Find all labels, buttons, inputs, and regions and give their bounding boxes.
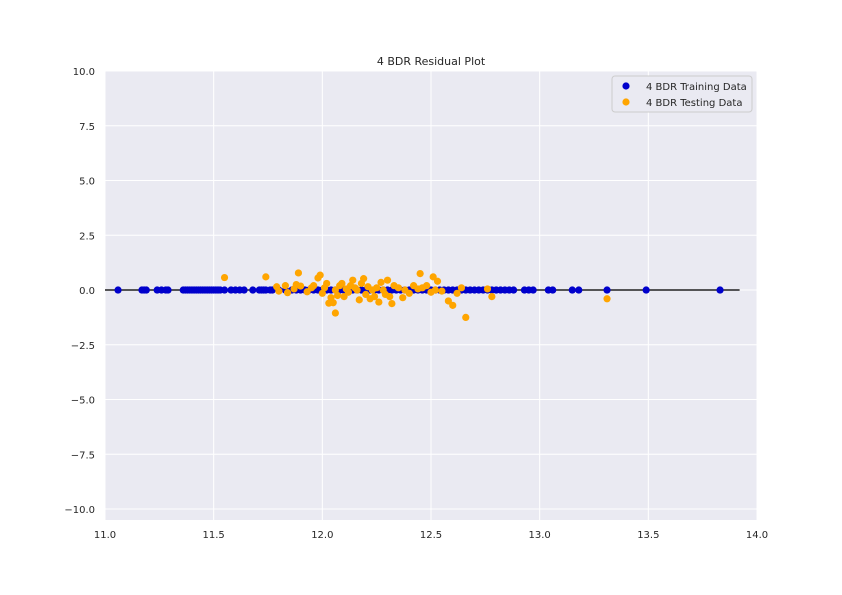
testing-data-point [423, 282, 431, 290]
training-data-point [529, 286, 537, 294]
x-tick-label: 13.5 [637, 530, 659, 541]
training-data-point [575, 286, 583, 294]
testing-series [220, 269, 611, 322]
testing-data-point [377, 278, 385, 286]
training-data-point [568, 286, 576, 294]
training-data-point [164, 286, 172, 294]
testing-data-point [388, 300, 396, 308]
legend-label: 4 BDR Training Data [646, 82, 747, 93]
testing-data-point [310, 282, 318, 290]
testing-data-point [323, 279, 331, 288]
legend-box [611, 75, 753, 113]
testing-data-point [316, 271, 324, 279]
legend-label: 4 BDR Testing Data [646, 98, 742, 109]
training-data-point [603, 286, 611, 294]
x-tick-label: 12.5 [420, 530, 442, 541]
y-tick-labels: 10.0 7.5 5.0 2.5 0.0 −2.5 −5.0 −7.5 −10.0 [64, 67, 95, 516]
testing-data-point [362, 290, 370, 299]
testing-data-point [294, 269, 303, 277]
x-tick-label: 14.0 [746, 530, 768, 541]
y-tick-label: 2.5 [79, 231, 95, 242]
testing-data-point [355, 296, 363, 304]
chart-title: 4 BDR Residual Plot [377, 55, 486, 68]
x-tick-labels: 11.0 11.5 12.0 12.5 13.0 13.5 14.0 [94, 530, 768, 541]
testing-data-point [370, 292, 379, 301]
testing-data-point [416, 269, 424, 278]
testing-data-point [383, 276, 392, 284]
testing-data-point [373, 284, 381, 292]
testing-data-point [360, 275, 368, 283]
testing-data-point [488, 292, 496, 301]
testing-data-point [429, 273, 437, 281]
y-tick-label: −10.0 [64, 505, 95, 516]
y-tick-label: 10.0 [73, 67, 95, 78]
testing-data-point [349, 276, 357, 284]
testing-data-point [353, 286, 361, 294]
testing-data-point [329, 299, 337, 307]
legend-marker [622, 82, 630, 90]
testing-data-point [283, 289, 292, 297]
testing-data-point [449, 301, 457, 309]
testing-data-point [438, 287, 446, 295]
testing-data-point [444, 297, 452, 305]
y-tick-label: 0.0 [79, 286, 95, 297]
testing-data-point [344, 288, 353, 296]
legend: 4 BDR Training Data 4 BDR Testing Data [611, 75, 753, 113]
testing-data-point [457, 284, 466, 292]
testing-data-point [331, 286, 339, 294]
testing-data-point [431, 286, 439, 294]
testing-data-point [394, 284, 402, 292]
x-tick-label: 13.0 [529, 530, 551, 541]
testing-data-point [386, 292, 394, 301]
legend-marker [622, 98, 630, 106]
testing-data-point [375, 298, 383, 306]
x-tick-label: 11.5 [203, 530, 225, 541]
training-data-point [142, 286, 150, 294]
testing-data-point [275, 287, 283, 295]
testing-data-point [603, 295, 611, 303]
testing-data-point [281, 282, 289, 290]
data-points [114, 269, 724, 322]
testing-data-point [297, 282, 305, 290]
testing-data-point [453, 289, 461, 297]
x-tick-label: 11.0 [94, 530, 116, 541]
y-tick-label: −2.5 [71, 341, 95, 352]
testing-data-point [433, 277, 442, 285]
testing-data-point [340, 292, 348, 301]
y-tick-label: −5.0 [71, 396, 95, 407]
y-tick-label: 5.0 [79, 177, 95, 188]
testing-data-point [483, 285, 492, 293]
testing-data-point [262, 273, 270, 281]
training-data-point [509, 286, 518, 294]
training-data-point [249, 286, 257, 294]
testing-data-point [405, 289, 413, 297]
training-data-point [642, 286, 650, 294]
testing-data-point [220, 273, 229, 282]
training-data-point [114, 286, 122, 294]
testing-data-point [331, 309, 339, 317]
training-data-point [716, 286, 724, 294]
testing-data-point [333, 291, 342, 300]
x-tick-label: 12.0 [311, 530, 333, 541]
testing-data-point [399, 294, 407, 302]
training-data-point [220, 286, 229, 294]
y-tick-label: 7.5 [79, 122, 95, 133]
testing-data-point [462, 313, 470, 322]
training-data-point [240, 286, 248, 294]
training-data-point [549, 286, 557, 294]
testing-data-point [338, 279, 346, 288]
testing-data-point [318, 289, 326, 297]
y-tick-label: −7.5 [71, 450, 95, 461]
